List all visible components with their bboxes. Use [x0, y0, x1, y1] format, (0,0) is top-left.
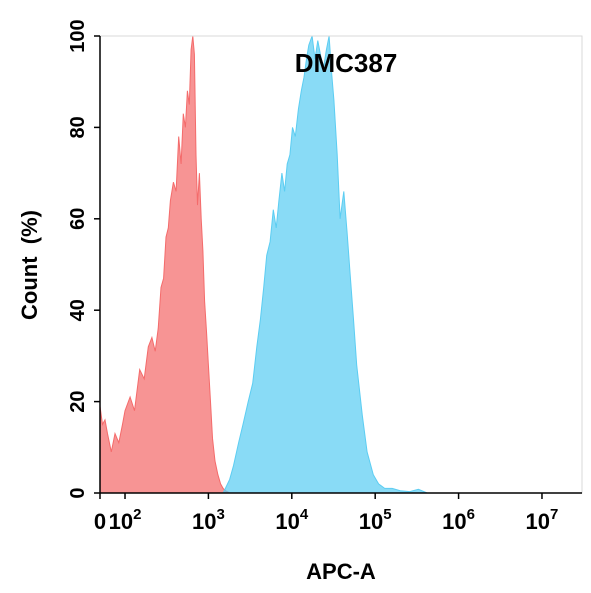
y-tick-label: 80: [67, 116, 89, 138]
y-tick-label: 60: [67, 208, 89, 230]
histogram-series-2: [222, 35, 428, 494]
plot-area: [99, 35, 583, 494]
y-tick-label: 20: [67, 390, 89, 412]
x-tick-label: 107: [526, 506, 559, 534]
x-tick-label: 103: [192, 506, 225, 534]
x-axis-title: APC-A: [306, 559, 376, 584]
x-axis-ticks: 0102103104105106107108: [94, 493, 559, 534]
x-tick-label: 104: [275, 506, 308, 534]
y-tick-label: 100: [67, 19, 89, 52]
x-tick-label: 0: [94, 509, 106, 534]
y-axis-ticks: 0 20 40 60 80 100: [67, 19, 100, 499]
x-tick-label: 102: [109, 506, 142, 534]
x-tick-label: 106: [442, 506, 475, 534]
y-axis-title: Count (%): [17, 210, 42, 320]
chart-title: DMC387: [295, 48, 398, 78]
y-tick-label: 0: [67, 487, 89, 498]
series-layer: [99, 35, 428, 494]
histogram-series-1: [99, 35, 230, 494]
y-tick-label: 40: [67, 299, 89, 321]
x-tick-label: 105: [359, 506, 392, 534]
